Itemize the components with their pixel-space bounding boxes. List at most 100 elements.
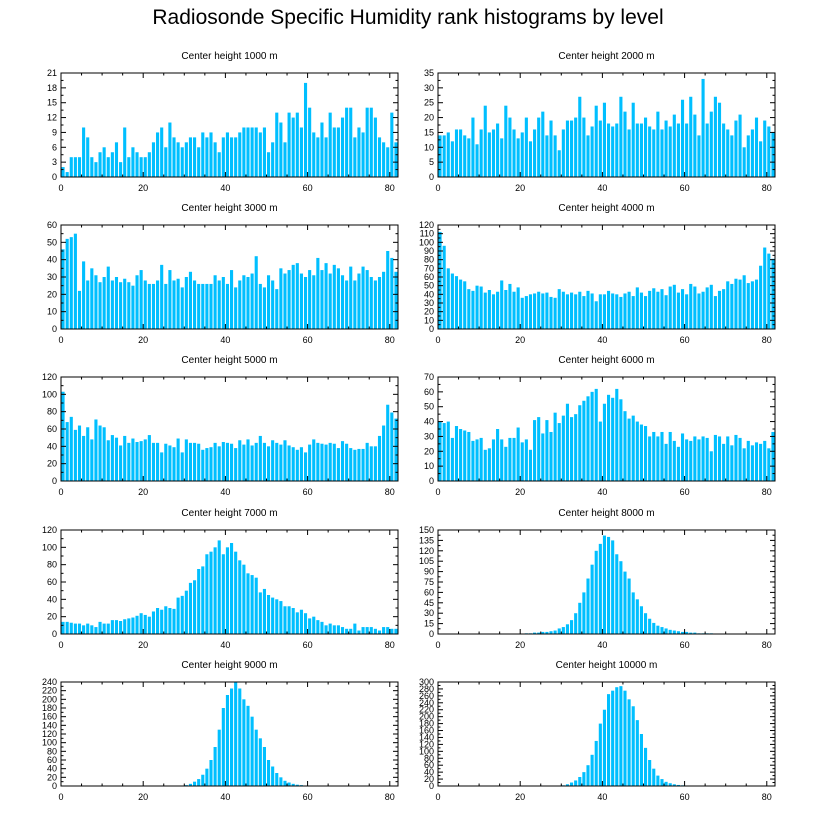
histogram-bar (524, 117, 528, 177)
histogram-bar (320, 621, 324, 634)
histogram-bar (114, 437, 119, 481)
histogram-bar (147, 283, 151, 329)
panel-title: Center height 9000 m (181, 660, 277, 671)
histogram-bar (102, 623, 106, 634)
plot-frame (437, 681, 776, 787)
histogram-bar (705, 287, 709, 329)
y-tick-label: 80 (424, 753, 434, 763)
histogram-bar (533, 129, 537, 177)
y-tick-label: 240 (42, 677, 57, 687)
y-tick-label: 20 (47, 612, 57, 622)
histogram-bar (160, 264, 164, 329)
histogram-bar (627, 418, 631, 481)
chart-panel-4: Center height 4000 m0 20 40 60 8001020304050… (419, 203, 776, 345)
x-tick-label: 0 (58, 792, 63, 802)
histogram-bar (537, 291, 541, 329)
y-tick-label: 80 (424, 255, 434, 265)
y-tick-label: 40 (47, 594, 57, 604)
y-tick-label: 10 (424, 315, 434, 325)
histogram-bar (545, 292, 549, 329)
histogram-bar (394, 628, 398, 634)
histogram-bar (454, 129, 459, 177)
histogram-bar (213, 142, 217, 177)
histogram-bar (541, 293, 545, 329)
x-tick-label: 0 (435, 183, 440, 193)
histogram-bar (722, 443, 726, 481)
histogram-bar (332, 625, 336, 634)
histogram-bar (209, 760, 213, 786)
histogram-bar (578, 96, 582, 177)
histogram-bar (730, 135, 734, 177)
histogram-bar (369, 107, 373, 177)
histogram-bar (246, 127, 250, 177)
x-tick-label: 60 (680, 487, 690, 497)
histogram-bar (561, 129, 565, 177)
histogram-bar (254, 127, 258, 177)
plot-frame (60, 529, 399, 635)
histogram-bar (598, 723, 602, 786)
y-tick-label: 45 (424, 598, 434, 608)
histogram-bar (685, 294, 689, 329)
histogram-bar (553, 412, 557, 481)
histogram-bar (65, 172, 69, 177)
histogram-bar (615, 123, 619, 177)
histogram-bar (143, 280, 147, 329)
histogram-bar (717, 436, 722, 481)
histogram-bar (586, 578, 590, 634)
x-tick-label: 80 (385, 487, 395, 497)
histogram-bar (357, 273, 361, 329)
histogram-bar (442, 423, 446, 481)
x-tick-label: 20 (515, 640, 525, 650)
histogram-bar (123, 619, 127, 634)
x-tick-label: 20 (138, 183, 148, 193)
histogram-bar (201, 774, 205, 786)
histogram-bar (565, 784, 570, 786)
histogram-bar (271, 280, 275, 329)
y-tick-label: 15 (47, 98, 57, 108)
panel-title: Center height 1000 m (181, 51, 277, 62)
y-tick-label: 15 (424, 127, 434, 137)
histogram-bar (295, 784, 299, 786)
histogram-bar (275, 442, 279, 481)
histogram-bar (168, 608, 172, 634)
histogram-bar (615, 687, 619, 786)
histogram-bar (639, 606, 643, 634)
x-tick-label: 40 (597, 335, 607, 345)
histogram-bar (353, 280, 357, 329)
histogram-bar (86, 137, 90, 177)
histogram-bar (442, 135, 446, 177)
histogram-bar (291, 117, 295, 177)
histogram-bar (656, 111, 660, 177)
histogram-bar (258, 435, 262, 481)
histogram-bar (738, 279, 742, 329)
histogram-bar (504, 290, 508, 329)
histogram-bar (586, 765, 590, 786)
histogram-bar (607, 290, 611, 329)
histogram-bar (463, 430, 467, 481)
histogram-bar (693, 286, 697, 329)
histogram-bar (717, 290, 722, 329)
x-tick-label: 80 (762, 487, 772, 497)
histogram-bar (496, 123, 500, 177)
histogram-bar (127, 282, 131, 329)
x-tick-label: 80 (762, 792, 772, 802)
histogram-bar (611, 397, 615, 481)
histogram-bar (602, 102, 606, 177)
histogram-bar (295, 263, 299, 329)
histogram-bar (504, 105, 508, 177)
histogram-bar (565, 294, 570, 329)
histogram-bar (467, 431, 471, 481)
histogram-bar (672, 114, 676, 177)
histogram-bar (151, 283, 156, 329)
histogram-bar (685, 123, 689, 177)
histogram-bar (615, 388, 619, 481)
histogram-bar (106, 440, 110, 481)
histogram-bar (332, 264, 336, 329)
histogram-bar (139, 613, 143, 634)
histogram-bar (147, 616, 151, 634)
histogram-bar (463, 135, 467, 177)
histogram-bar (168, 445, 172, 481)
histogram-bar (221, 277, 225, 329)
histogram-bar (471, 117, 475, 177)
histogram-bar (454, 426, 459, 481)
